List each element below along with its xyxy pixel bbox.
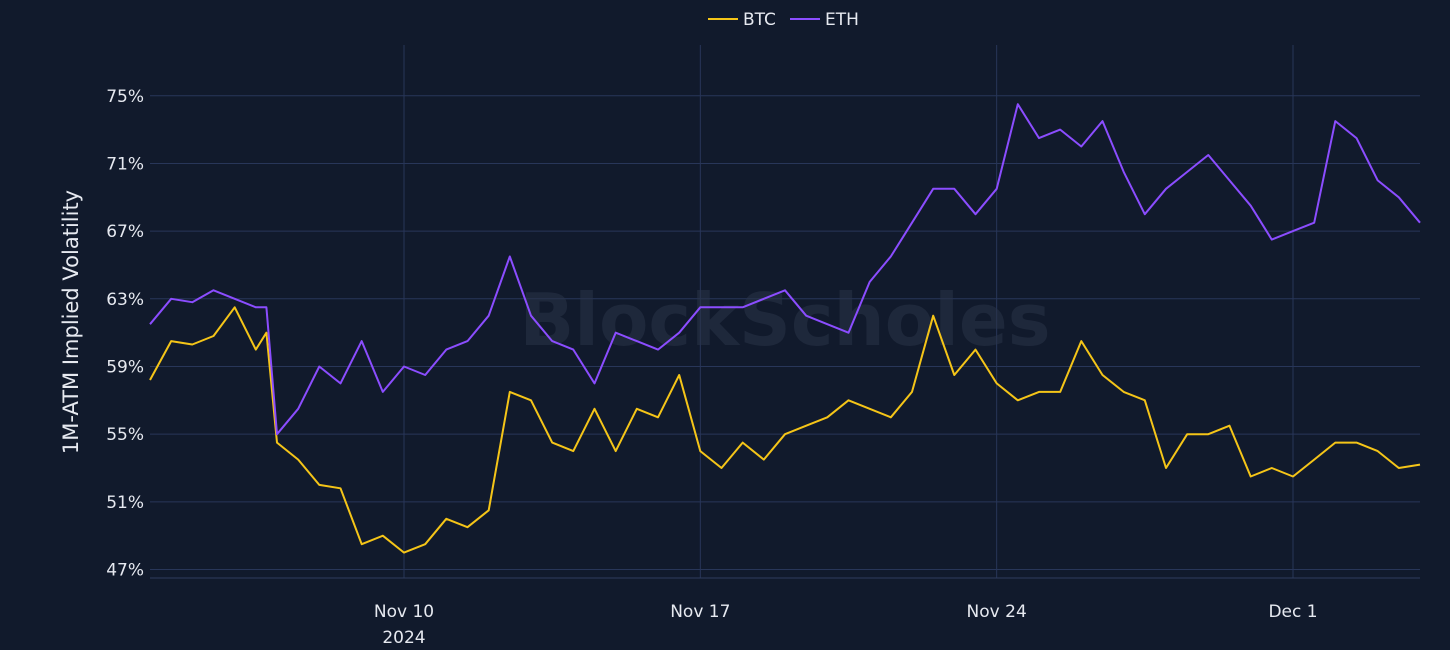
y-tick-label-0: 47% [106,561,144,581]
y-tick-label-5: 67% [106,222,144,242]
x-tick-label-3: Dec 1 [1268,602,1317,622]
x-tick-sublabel-0: 2024 [382,628,425,648]
series-line-btc [149,306,1421,554]
legend-label-btc: BTC [743,10,776,30]
x-tick-label-2: Nov 24 [967,602,1027,622]
y-axis-title: 1M-ATM Implied Volatility [59,190,83,454]
watermark: BlockScholes [519,278,1050,362]
y-tick-label-2: 55% [106,425,144,445]
series-line-eth [149,103,1421,436]
y-tick-label-6: 71% [106,154,144,174]
x-tick-label-1: Nov 17 [670,602,730,622]
y-tick-label-3: 59% [106,357,144,377]
legend[interactable]: BTC ETH [708,10,859,30]
x-axis: Nov 10 2024 Nov 17 Nov 24 Dec 1 [374,602,1318,648]
y-axis: 47% 51% 55% 59% 63% 67% 71% 75% [106,87,144,581]
x-tick-label-0: Nov 10 [374,602,434,622]
y-tick-label-4: 63% [106,290,144,310]
y-tick-label-7: 75% [106,87,144,107]
series-lines [149,103,1421,554]
legend-label-eth: ETH [825,10,859,30]
grid [150,45,1420,579]
y-tick-label-1: 51% [106,493,144,513]
legend-item-btc[interactable]: BTC [708,10,776,30]
legend-item-eth[interactable]: ETH [790,10,859,30]
